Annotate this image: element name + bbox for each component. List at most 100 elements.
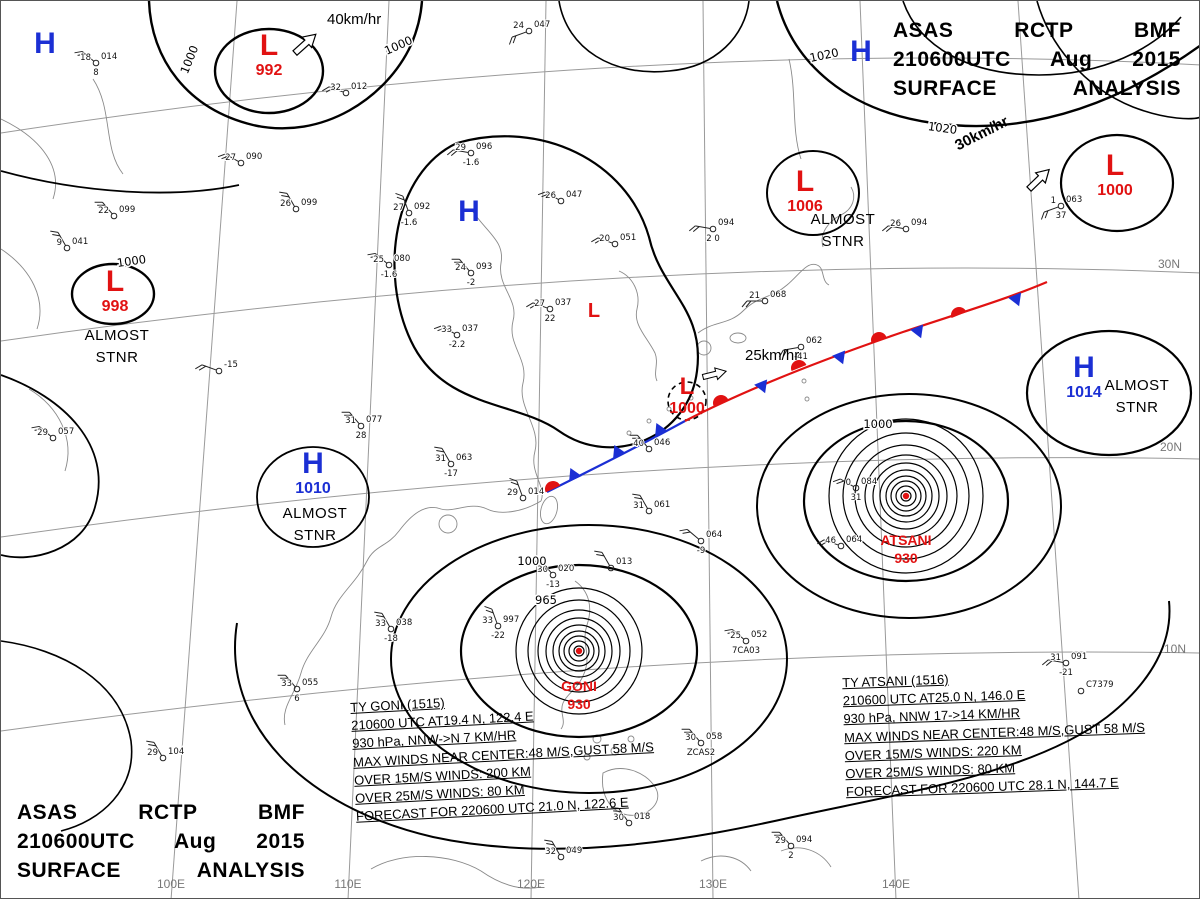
isobar-1020-outer: [775, 1, 1199, 128]
wind-barb: [451, 258, 470, 272]
isobar-ring: [545, 617, 613, 685]
station-plot: 46 064: [817, 534, 863, 550]
note-line: STNR: [1115, 398, 1159, 416]
note-line: ALMOST: [810, 211, 876, 228]
wind-barb: [741, 300, 763, 308]
title-line: ASAS RCTP BMF: [893, 19, 1181, 42]
note-line: ALMOST: [84, 327, 150, 344]
isobar-1020-inner: [902, 1, 1182, 76]
high-value: 1010: [295, 480, 331, 497]
station-value: 31: [633, 501, 644, 511]
station-value: 063: [1066, 195, 1082, 205]
coastline-river: [92, 78, 124, 175]
station-value: 31: [851, 493, 862, 503]
note-line: STNR: [821, 232, 865, 250]
graticule-line: [347, 1, 390, 898]
graticule-line: [530, 1, 547, 898]
island-ryukyu: [626, 430, 632, 436]
coastline-celebes: [700, 847, 832, 872]
station-value: 018: [634, 812, 650, 822]
low-center-1000-ne: L 1000: [1083, 151, 1147, 199]
wind-barb: [509, 477, 523, 496]
station-plot: 30 018: [610, 807, 651, 827]
station-plot: 25 080 -1.6: [367, 252, 411, 281]
station-plot: 29 014: [506, 477, 545, 502]
lat-label-30n: 30N: [1157, 257, 1180, 271]
lon-label-100e: 100E: [156, 877, 186, 891]
station-plot: 31 061: [632, 493, 671, 515]
low-letter: L: [795, 165, 815, 198]
station-circle: [607, 564, 615, 572]
station-value: 014: [101, 52, 117, 62]
station-value: 30: [685, 733, 696, 743]
coastline-taiwan: [540, 495, 558, 525]
station-circle: [447, 460, 455, 468]
isobar-ring: [552, 624, 606, 678]
isobar-l998: [70, 262, 156, 326]
station-plot: 30 058 ZCAS2: [681, 728, 723, 759]
station-value: 25: [730, 631, 741, 641]
station-value: 997: [503, 615, 519, 625]
station-value: 20: [599, 234, 610, 244]
isobar-ring: [527, 599, 631, 703]
low-letter: L: [259, 29, 279, 62]
isobar-ring: [854, 444, 958, 548]
station-value: 30: [613, 813, 624, 823]
coastline-korea: [618, 270, 658, 382]
wind-barb: [322, 86, 344, 93]
title-line: 210600UTC Aug 2015: [17, 829, 305, 853]
isobar-ring: [900, 490, 912, 502]
cold-front-symbol: [613, 445, 626, 459]
front-line-warm-segment: [684, 280, 1048, 422]
wind-barb: [526, 302, 548, 309]
low-value: 1000: [1097, 182, 1133, 199]
station-circle: [549, 571, 557, 579]
isobar-h1010: [256, 446, 370, 548]
station-value: 7CA03: [732, 646, 760, 656]
station-circle: [1057, 202, 1065, 210]
low-value: 992: [255, 62, 283, 79]
station-value: 24: [455, 263, 466, 273]
station-value: -2.2: [449, 340, 466, 350]
wind-barb: [881, 225, 904, 232]
typhoon-center-goni: [575, 647, 583, 655]
graticule-line: [1, 267, 1199, 342]
wind-barb: [374, 611, 391, 627]
station-circle: [645, 507, 653, 515]
wind-barb: [724, 628, 745, 640]
station-value: 31: [345, 416, 356, 426]
station-circle: [387, 625, 395, 633]
coastline-shikoku: [729, 332, 747, 344]
lat-label-10n: 10N: [1163, 642, 1186, 656]
wind-barb: [629, 434, 648, 448]
chart-title-top: ASAS RCTP BMF 210600UTC Aug 2015 SURFACE…: [893, 17, 1181, 104]
station-value: 29: [147, 748, 158, 758]
station-circle: [645, 445, 653, 453]
station-value: 055: [302, 678, 318, 688]
coastline-borneo: [370, 856, 542, 889]
isobar-ring: [558, 630, 600, 672]
typhoon-atsani-rings: [828, 418, 984, 574]
station-value: 29: [775, 836, 786, 846]
isobar-ring: [568, 640, 590, 662]
graticule-line: [1, 651, 1199, 732]
isobar-ring: [573, 645, 585, 657]
almost-stnr-note: ALMOST STNR: [783, 209, 903, 253]
wind-barb: [279, 191, 296, 207]
isobar-ne-arc: [1036, 1, 1199, 120]
station-value: 037: [462, 324, 478, 334]
high-letter: H: [458, 195, 480, 228]
station-value: 31: [435, 454, 446, 464]
station-value: 091: [1071, 652, 1087, 662]
station-circle: [611, 240, 619, 248]
movement-arrow-25: [701, 367, 728, 381]
high-letter: H: [850, 35, 872, 68]
station-plot: 20 051: [591, 232, 637, 248]
isobar-ring: [537, 609, 621, 693]
station-value: 080: [394, 254, 410, 264]
station-circle: [742, 637, 750, 645]
station-circle: [357, 422, 365, 430]
station-value: 1: [1051, 196, 1056, 206]
station-value: 046: [654, 438, 670, 448]
